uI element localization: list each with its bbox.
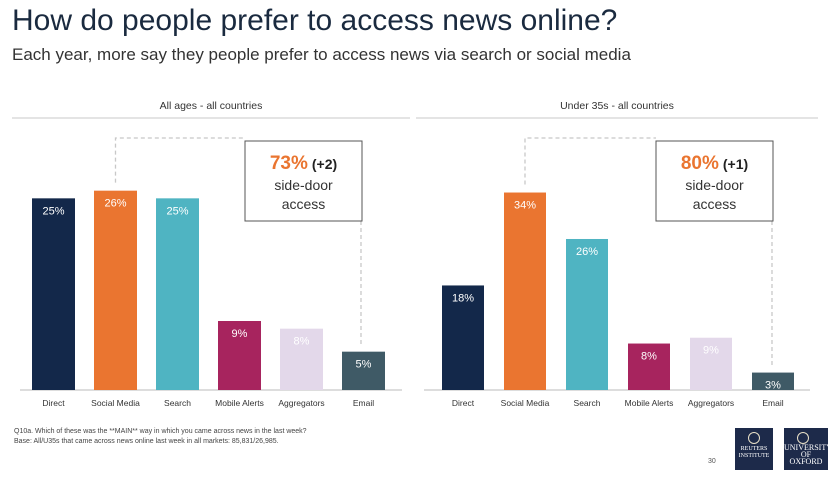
data-label: 5% [356,359,372,371]
category-label: Email [353,398,374,408]
data-label: 9% [703,345,719,357]
page-title: How do people prefer to access news onli… [12,4,618,37]
category-label: Social Media [91,398,140,408]
panel-title: Under 35s - all countries [560,100,674,112]
data-label: 25% [166,205,188,217]
bar [32,198,75,390]
category-label: Email [762,398,783,408]
bar [690,337,732,390]
page-number: 30 [708,458,716,465]
data-label: 26% [104,198,126,210]
callout-line: side-door [685,177,744,193]
category-label: Direct [452,398,475,408]
data-label: 25% [42,205,64,217]
bar [628,343,670,390]
chart-all-ages: All ages - all countries 25% Direct 26% Soci… [12,100,410,408]
data-label: 18% [452,292,474,304]
side-door-bracket [524,137,656,185]
bar [94,190,137,390]
data-label: 26% [576,246,598,258]
bar [342,351,385,390]
reuters-institute-logo: REUTERS INSTITUTE [735,428,773,470]
callout-line: access [693,196,737,212]
category-label: Mobile Alerts [215,398,264,408]
footnote-base: Base: All/U35s that came across news onl… [14,438,279,445]
bar [442,285,484,390]
bar [566,238,608,390]
category-label: Social Media [501,398,550,408]
chart-under-35s: Under 35s - all countries 18% Direct 34% Soc… [416,100,818,408]
callout-value: 80% (+1) [681,153,748,174]
data-label: 8% [294,336,310,348]
category-label: Aggregators [688,398,734,408]
crest-icon [797,432,809,444]
callout-line: access [282,196,326,212]
oxford-university-logo: UNIVERSITY OF OXFORD [784,428,832,470]
bar [156,198,199,390]
callout-box [244,140,363,222]
category-label: Search [164,398,191,408]
category-label: Search [574,398,601,408]
data-label: 34% [514,200,536,212]
data-label: 3% [765,380,781,392]
side-door-bracket [114,137,245,183]
page-subtitle: Each year, more say they people prefer t… [12,45,631,64]
callout-value: 73% (+2) [270,153,337,174]
bar [280,328,323,390]
data-label: 9% [232,328,248,340]
footnote-question: Q10a. Which of these was the **MAIN** wa… [14,428,307,435]
category-label: Aggregators [278,398,324,408]
data-label: 8% [641,351,657,363]
bar [504,192,546,390]
bar [752,372,794,390]
crest-icon [748,432,760,444]
bar [218,321,261,390]
category-label: Mobile Alerts [625,398,674,408]
panel-title: All ages - all countries [160,100,263,112]
callout-line: side-door [274,177,333,193]
callout-box [655,140,774,222]
category-label: Direct [42,398,65,408]
